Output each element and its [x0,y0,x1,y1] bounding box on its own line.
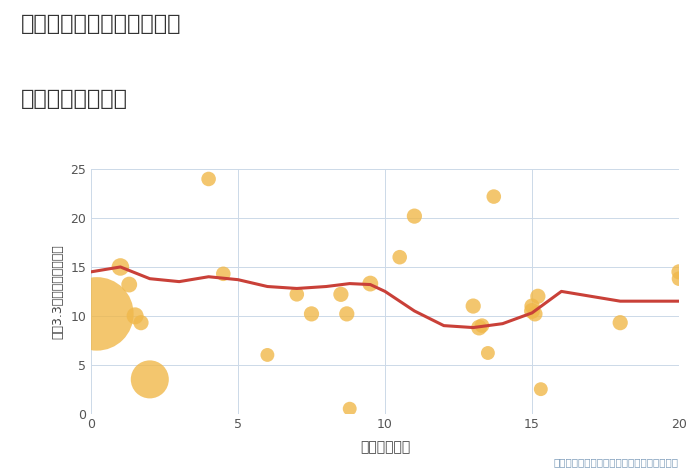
Point [615,319,626,327]
Point [488,193,499,200]
Point [291,290,302,298]
Point [536,385,547,393]
Point [482,349,493,357]
Text: 奈良県生駒郡平群町若井の: 奈良県生駒郡平群町若井の [21,14,181,34]
Point [468,302,479,310]
Point [673,268,685,275]
Point [115,263,126,271]
Point [306,310,317,318]
Point [341,310,352,318]
Point [473,324,484,331]
Point [526,307,538,315]
Point [529,310,540,318]
Point [477,322,488,329]
Point [144,376,155,383]
Point [526,302,538,310]
Point [130,312,141,320]
Point [218,270,229,278]
Point [532,292,543,300]
Point [344,405,356,413]
Point [365,280,376,287]
X-axis label: 駅距離（分）: 駅距離（分） [360,440,410,454]
Y-axis label: 坪（3.3㎡）単価（万円）: 坪（3.3㎡）単価（万円） [52,244,64,339]
Point [91,310,102,318]
Point [135,319,146,327]
Point [335,290,346,298]
Text: 駅距離別土地価格: 駅距離別土地価格 [21,89,128,110]
Text: 円の大きさは、取引のあった物件面積を示す: 円の大きさは、取引のあった物件面積を示す [554,458,679,468]
Point [394,253,405,261]
Point [124,281,135,288]
Point [262,351,273,359]
Point [203,175,214,183]
Point [673,275,685,282]
Point [409,212,420,220]
